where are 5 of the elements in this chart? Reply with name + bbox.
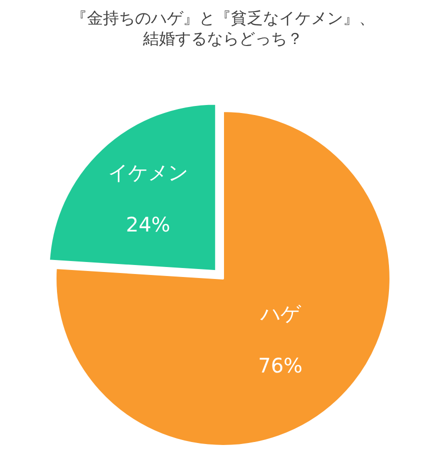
data-label: 76% [258,354,303,378]
data-label: 24% [126,212,170,237]
chart-title: 『金持ちのハゲ』と『貧乏なイケメン』、結婚するならどっち？ [71,8,375,48]
slice-label: イケメン [108,160,188,185]
slice-label: ハゲ [259,302,302,326]
